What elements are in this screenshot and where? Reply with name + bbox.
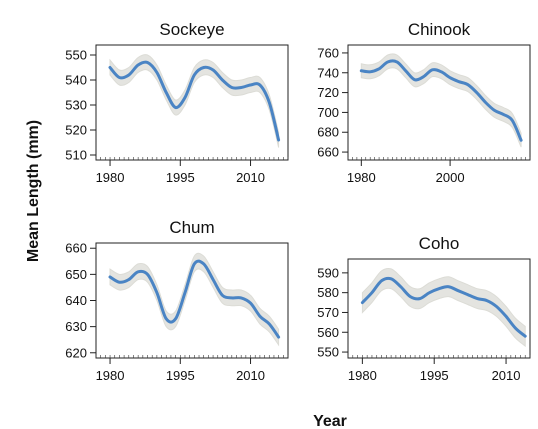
confidence-band-chum <box>109 252 280 347</box>
y-tick-label-chinook: 660 <box>317 145 339 160</box>
y-tick-label-chum: 650 <box>65 267 87 282</box>
x-tick-label-chinook: 2000 <box>436 170 465 185</box>
y-tick-label-sockeye: 540 <box>65 73 87 88</box>
x-tick-label-chum: 1995 <box>166 368 195 383</box>
y-tick-label-coho: 590 <box>317 265 339 280</box>
panel-chinook: Chinook 1980 2000 660 680 700 720 740 760 <box>317 20 531 185</box>
series-line-sockeye <box>108 60 281 142</box>
series-line-chum <box>108 259 281 339</box>
y-tick-label-sockeye: 550 <box>65 48 87 63</box>
x-tick-label-sockeye: 1995 <box>166 170 195 185</box>
plot-frame-chinook <box>347 44 531 161</box>
y-tick-label-chinook: 720 <box>317 85 339 100</box>
x-tick-label-chum: 2010 <box>236 368 265 383</box>
y-tick-label-chinook: 700 <box>317 105 339 120</box>
x-tick-label-sockeye: 2010 <box>236 170 265 185</box>
panel-chum: Chum 1980 1995 2010 620 630 640 650 660 <box>65 218 289 383</box>
y-tick-label-chinook: 740 <box>317 65 339 80</box>
x-tick-label-coho: 1995 <box>420 368 449 383</box>
y-tick-label-coho: 570 <box>317 305 339 320</box>
x-tick-label-coho: 2010 <box>492 368 521 383</box>
x-axis-label: Year <box>313 413 347 429</box>
x-tick-label-chinook: 1980 <box>347 170 376 185</box>
y-axis-label: Mean Length (mm) <box>25 120 42 262</box>
panel-sockeye: Sockeye 1980 1995 2010 510 520 530 540 550 <box>65 20 289 185</box>
panel-title-chinook: Chinook <box>408 20 471 39</box>
y-tick-label-sockeye: 520 <box>65 123 87 138</box>
y-tick-label-sockeye: 510 <box>65 148 87 163</box>
x-tick-label-sockeye: 1980 <box>96 170 125 185</box>
confidence-band-chinook <box>360 53 522 148</box>
x-tick-label-chum: 1980 <box>96 368 125 383</box>
series-line-chinook <box>359 59 523 142</box>
x-tick-label-coho: 1980 <box>348 368 377 383</box>
panel-title-chum: Chum <box>169 218 214 237</box>
y-tick-label-chum: 620 <box>65 345 87 360</box>
panel-title-coho: Coho <box>419 234 460 253</box>
y-tick-label-chum: 660 <box>65 241 87 256</box>
series-line-coho <box>360 276 527 338</box>
y-tick-label-chinook: 680 <box>317 125 339 140</box>
plot-frame-sockeye <box>95 44 289 161</box>
chart-panels: Sockeye 1980 1995 2010 510 520 530 540 550 Chinoo… <box>65 20 531 383</box>
y-tick-label-sockeye: 530 <box>65 98 87 113</box>
y-tick-label-chinook: 760 <box>317 45 339 60</box>
y-tick-label-chum: 640 <box>65 293 87 308</box>
y-tick-label-coho: 560 <box>317 325 339 340</box>
y-tick-label-coho: 550 <box>317 345 339 360</box>
y-tick-label-chum: 630 <box>65 319 87 334</box>
panel-coho: Coho 1980 1995 2010 550 560 570 580 590 <box>317 234 531 383</box>
panel-title-sockeye: Sockeye <box>159 20 224 39</box>
y-tick-label-coho: 580 <box>317 285 339 300</box>
confidence-band-coho <box>361 267 526 348</box>
